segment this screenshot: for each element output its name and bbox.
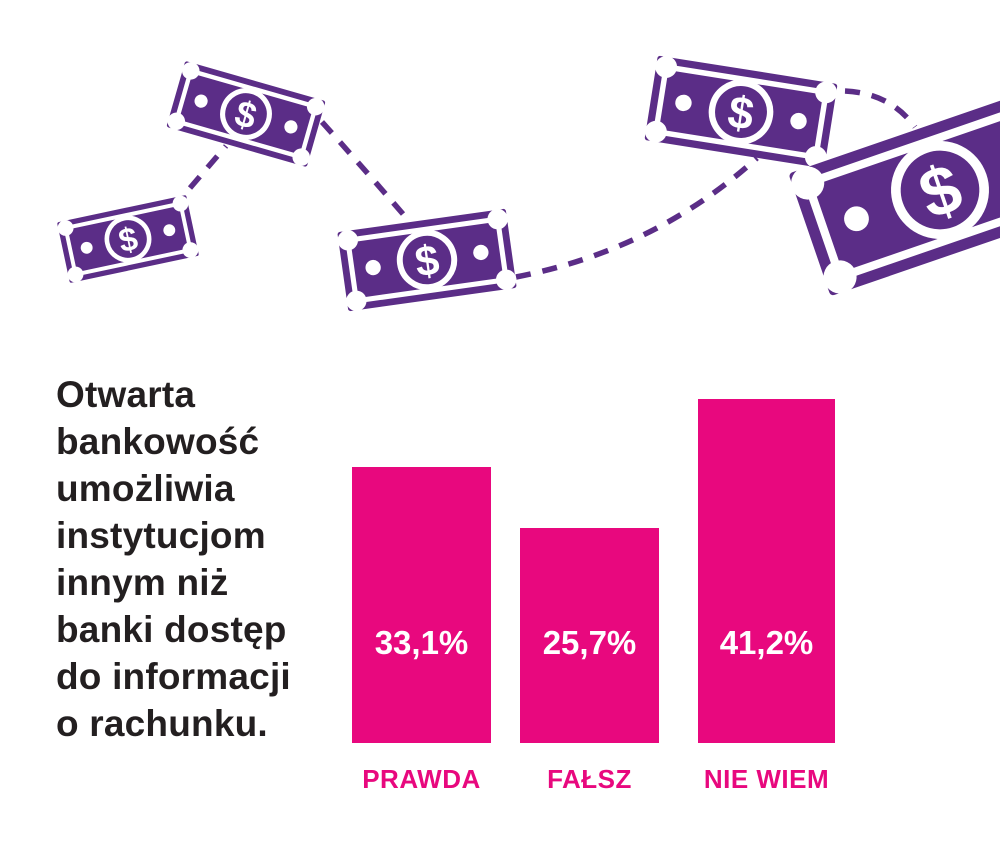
money-flow-illustration: $ [0,0,1000,365]
bar-nie-wiem: 41,2% [698,399,835,743]
dashed-flow-line [187,88,918,280]
banknote-top-right [643,54,838,169]
bar-value-label: 33,1% [374,624,469,661]
bar-value-label: 25,7% [542,624,637,661]
category-label-falsz: FAŁSZ [547,764,632,794]
bar-prawda: 33,1% [352,467,491,743]
category-label-prawda: PRAWDA [362,764,481,794]
bar-falsz: 25,7% [520,528,659,743]
category-label-nie-wiem: NIE WIEM [703,764,830,794]
bar-value-label: 41,2% [719,624,814,661]
banknote-center [336,208,517,313]
statement-text: Otwarta bankowość umożliwia instytucjom … [56,374,291,744]
banknote-far-left [56,194,200,284]
banknote-top-left [165,60,326,168]
